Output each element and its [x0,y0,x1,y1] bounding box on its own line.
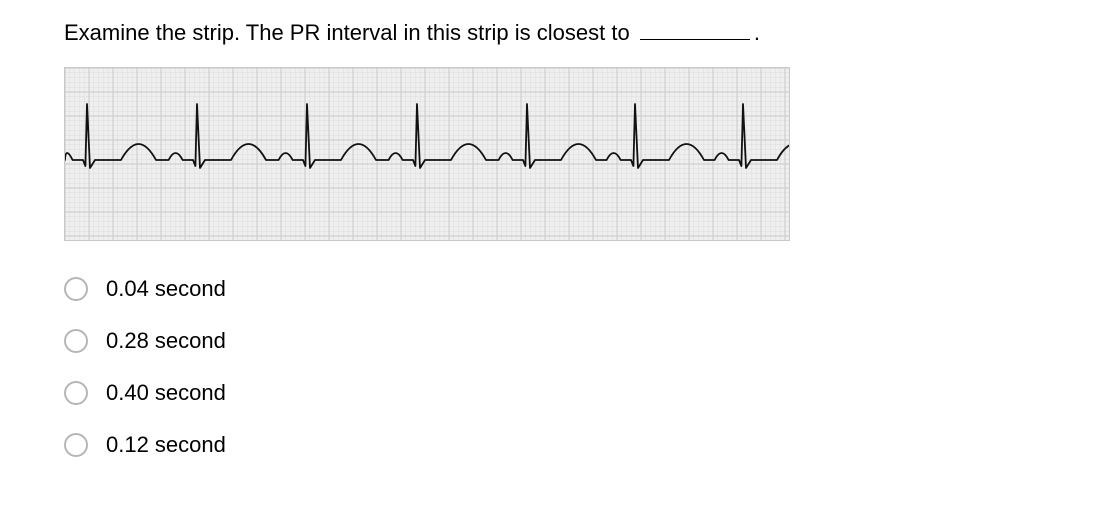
option-2[interactable]: 0.40 second [64,367,1055,419]
ecg-svg [65,68,789,240]
radio-icon[interactable] [64,381,88,405]
options-group: 0.04 second 0.28 second 0.40 second 0.12… [64,263,1055,471]
question-prefix: Examine the strip. The PR interval in th… [64,20,636,45]
option-label: 0.40 second [106,380,226,406]
radio-icon[interactable] [64,329,88,353]
option-1[interactable]: 0.28 second [64,315,1055,367]
option-label: 0.28 second [106,328,226,354]
question-text: Examine the strip. The PR interval in th… [64,18,1055,49]
option-label: 0.12 second [106,432,226,458]
option-label: 0.04 second [106,276,226,302]
ecg-strip [64,67,790,241]
radio-icon[interactable] [64,433,88,457]
fill-blank [640,19,750,40]
question-suffix: . [754,20,760,45]
radio-icon[interactable] [64,277,88,301]
option-0[interactable]: 0.04 second [64,263,1055,315]
option-3[interactable]: 0.12 second [64,419,1055,471]
